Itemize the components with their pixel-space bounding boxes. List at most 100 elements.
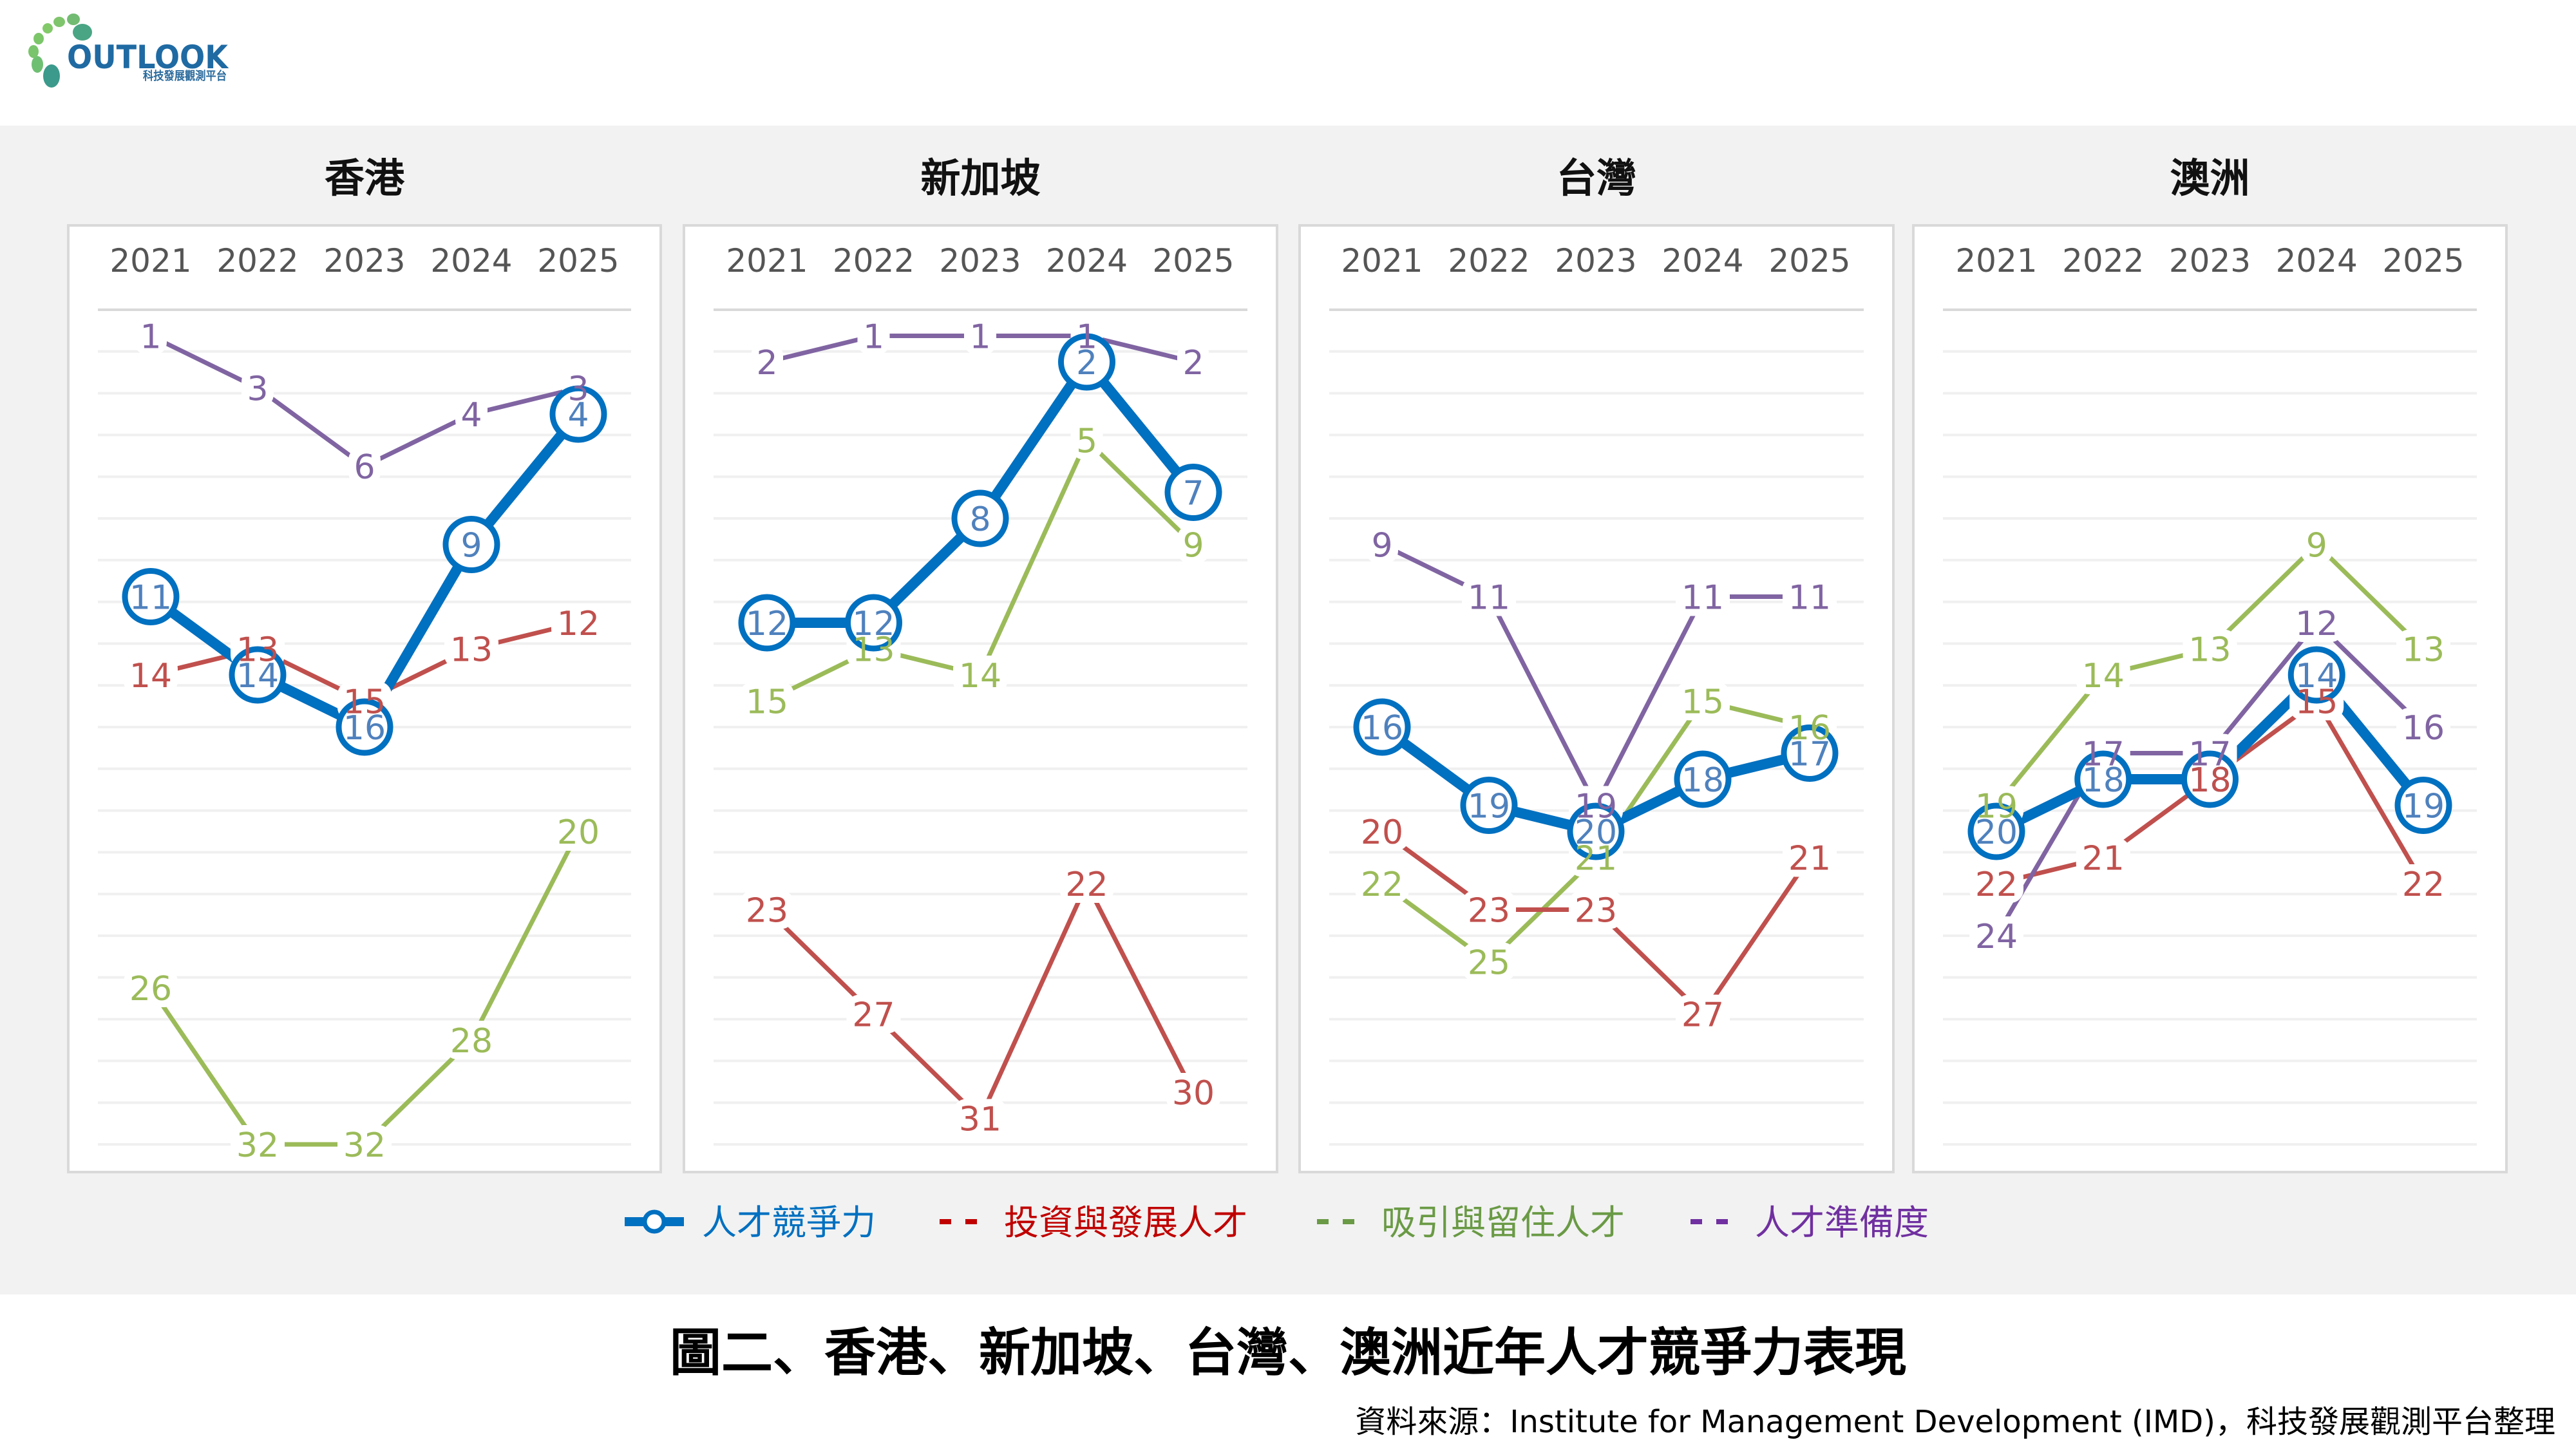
label-knockout [1676, 994, 1730, 1034]
x-tick-label: 2024 [430, 242, 512, 279]
label-knockout [2300, 525, 2333, 564]
talent-marker [2181, 750, 2239, 808]
label-knockout [2183, 629, 2237, 668]
legend-item-talent[interactable]: 人才競爭力 [625, 1202, 876, 1243]
data-label-talent: 12 [746, 605, 788, 643]
data-label-readiness: 1 [140, 318, 161, 357]
data-label-appeal: 32 [236, 1126, 279, 1165]
legend-item-investment[interactable]: 投資與發展人才 [940, 1202, 1247, 1243]
talent-marker [1164, 464, 1222, 521]
label-knockout [1969, 916, 2023, 955]
data-label-readiness: 19 [1575, 788, 1617, 826]
data-label-talent: 20 [1975, 813, 2018, 852]
talent-marker [1967, 802, 2025, 860]
data-label-readiness: 24 [1975, 918, 2018, 956]
label-knockout [1366, 525, 1398, 564]
talent-marker [951, 489, 1009, 547]
talent-marker [336, 698, 393, 756]
x-tick-label: 2025 [1152, 242, 1234, 279]
label-knockout [135, 316, 167, 355]
data-label-talent: 7 [1182, 475, 1204, 513]
data-label-appeal: 16 [1788, 709, 1831, 748]
data-label-readiness: 3 [567, 370, 589, 409]
figure-title: 圖二、香港、新加坡、台灣、澳洲近年人才競爭力表現 [670, 1323, 1906, 1383]
data-label-readiness: 11 [1788, 579, 1831, 618]
label-knockout [1177, 525, 1209, 564]
data-label-readiness: 1 [863, 318, 884, 357]
data-label-investment: 27 [852, 996, 895, 1035]
label-knockout [551, 603, 605, 642]
data-label-readiness: 11 [1468, 579, 1510, 618]
data-label-talent: 9 [460, 527, 482, 565]
data-label-talent: 14 [236, 657, 279, 696]
label-knockout [1783, 577, 1837, 616]
label-knockout [444, 629, 498, 668]
legend-item-readiness[interactable]: 人才準備度 [1690, 1202, 1929, 1243]
data-label-talent: 12 [852, 605, 895, 643]
label-knockout [1676, 577, 1730, 616]
data-label-talent: 18 [1681, 761, 1724, 800]
label-knockout [740, 681, 794, 721]
data-label-talent: 19 [2402, 788, 2445, 826]
label-knockout [953, 1099, 1007, 1138]
legend-item-appeal[interactable]: 吸引與留住人才 [1317, 1202, 1625, 1243]
outlook-logo: OUTLOOK 科技發展觀測平台 [28, 14, 229, 88]
data-label-readiness: 17 [2082, 735, 2125, 774]
data-label-appeal: 13 [2188, 631, 2231, 670]
data-label-appeal: 32 [343, 1126, 386, 1165]
data-label-talent: 2 [1076, 344, 1097, 383]
data-label-investment: 23 [1575, 892, 1617, 931]
label-knockout [2396, 864, 2450, 903]
data-label-investment: 31 [959, 1101, 1001, 1139]
x-tick-label: 2022 [1448, 242, 1530, 279]
logo-subtitle: 科技發展觀測平台 [143, 69, 227, 83]
talent-marker [1058, 333, 1115, 391]
x-tick-label: 2025 [1768, 242, 1850, 279]
data-label-appeal: 20 [557, 813, 600, 852]
data-label-appeal: 9 [2306, 527, 2327, 565]
talent-marker [1567, 802, 1625, 860]
label-knockout [1059, 864, 1114, 903]
data-label-readiness: 2 [756, 344, 777, 383]
data-label-readiness: 4 [460, 396, 482, 435]
label-knockout [1969, 864, 2023, 903]
data-label-readiness: 2 [1182, 344, 1204, 383]
data-label-talent: 19 [1468, 788, 1510, 826]
data-label-investment: 22 [1975, 866, 2018, 904]
label-knockout [337, 1125, 392, 1164]
legend-label: 人才競爭力 [702, 1202, 876, 1243]
talent-marker [1460, 777, 1518, 834]
logo-dot [43, 64, 60, 88]
data-label-readiness: 6 [354, 448, 375, 487]
data-label-appeal: 15 [746, 683, 788, 722]
label-knockout [551, 812, 605, 851]
legend-label: 人才準備度 [1755, 1202, 1929, 1243]
x-tick-label: 2023 [323, 242, 405, 279]
label-knockout [1177, 343, 1209, 381]
data-label-talent: 20 [1575, 813, 1617, 852]
label-knockout [2289, 603, 2344, 642]
logo-dot [28, 45, 39, 58]
data-label-readiness: 17 [2188, 735, 2231, 774]
label-knockout [1355, 864, 1409, 903]
data-label-investment: 20 [1361, 813, 1403, 852]
label-knockout [2076, 838, 2130, 877]
talent-marker [1781, 724, 1839, 782]
data-label-appeal: 22 [1361, 866, 1403, 904]
legend-label: 投資與發展人才 [1004, 1202, 1247, 1243]
data-label-investment: 22 [2402, 866, 2445, 904]
label-knockout [348, 447, 381, 486]
label-knockout [242, 368, 274, 408]
data-label-investment: 23 [1468, 892, 1510, 931]
label-knockout [2076, 656, 2130, 694]
data-label-talent: 16 [343, 709, 386, 748]
talent-marker [2287, 646, 2345, 704]
label-knockout [1569, 890, 1623, 929]
x-tick-label: 2022 [216, 242, 298, 279]
logo-dot [67, 14, 80, 25]
x-tick-label: 2024 [1662, 242, 1743, 279]
